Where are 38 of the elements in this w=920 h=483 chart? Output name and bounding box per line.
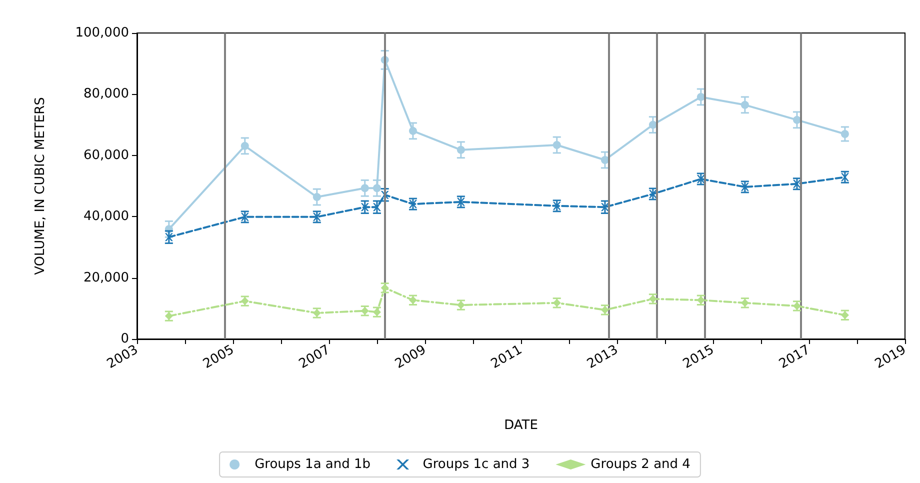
y-tick-label: 0 bbox=[120, 332, 129, 346]
point bbox=[164, 233, 173, 242]
point bbox=[600, 203, 609, 212]
y-tick-label: 40,000 bbox=[84, 209, 129, 224]
y-tick-label: 20,000 bbox=[84, 270, 129, 286]
legend-label: Groups 1c and 3 bbox=[422, 457, 530, 472]
point bbox=[360, 203, 369, 212]
point bbox=[840, 130, 849, 138]
legend-label: Groups 1a and 1b bbox=[254, 457, 371, 472]
point bbox=[372, 184, 381, 192]
point bbox=[696, 174, 705, 183]
point bbox=[408, 200, 417, 208]
y-tick-label: 80,000 bbox=[84, 86, 129, 102]
legend-label: Groups 2 and 4 bbox=[590, 457, 690, 472]
point bbox=[456, 198, 465, 206]
point bbox=[312, 193, 321, 202]
point bbox=[740, 182, 749, 191]
y-tick-label: 60,000 bbox=[84, 148, 129, 163]
point bbox=[648, 120, 657, 129]
point bbox=[360, 184, 369, 192]
point bbox=[456, 146, 465, 154]
point bbox=[600, 156, 609, 164]
point bbox=[312, 212, 321, 221]
point bbox=[240, 212, 249, 221]
point bbox=[840, 173, 849, 182]
y-tick-label: 100,000 bbox=[75, 26, 129, 40]
x-axis-title: DATE bbox=[504, 418, 538, 433]
point bbox=[792, 116, 801, 124]
point bbox=[240, 142, 249, 150]
point bbox=[552, 202, 561, 210]
point bbox=[792, 180, 801, 188]
point bbox=[740, 100, 749, 109]
point bbox=[552, 141, 561, 149]
point bbox=[696, 92, 705, 101]
point bbox=[372, 203, 381, 212]
y-axis-title: VOLUME, IN CUBIC METERS bbox=[33, 97, 48, 275]
point bbox=[648, 190, 657, 198]
point bbox=[408, 126, 417, 135]
